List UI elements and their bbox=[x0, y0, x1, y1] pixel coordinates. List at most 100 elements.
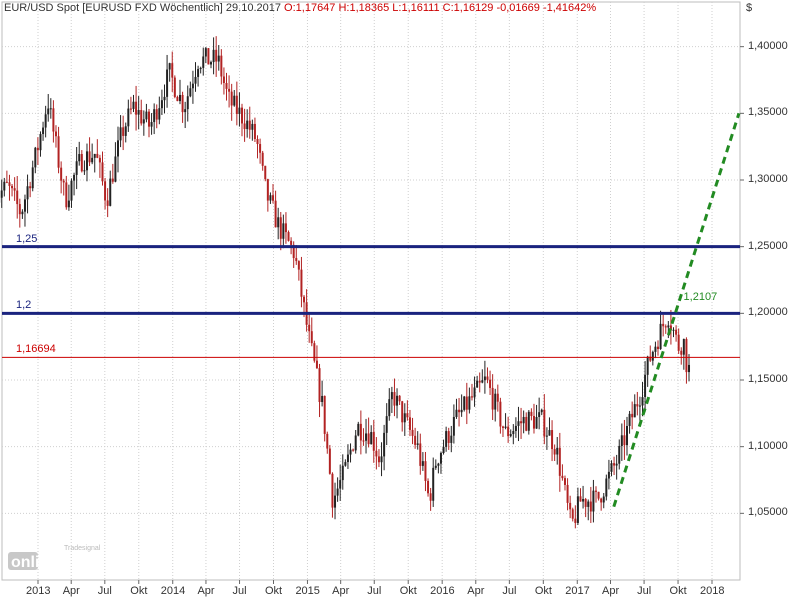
candle-body bbox=[592, 490, 595, 512]
candle-body bbox=[390, 392, 393, 400]
candle-body bbox=[171, 63, 174, 78]
candle-body bbox=[569, 502, 572, 510]
candle-body bbox=[494, 393, 497, 410]
candle-body bbox=[49, 108, 52, 110]
candle-body bbox=[272, 195, 275, 201]
plot-border bbox=[1, 1, 741, 581]
candle-body bbox=[638, 405, 641, 407]
candle-body bbox=[437, 463, 440, 466]
candle-body bbox=[398, 395, 401, 402]
candle-body bbox=[463, 396, 466, 410]
candle-body bbox=[264, 165, 267, 180]
candle-body bbox=[680, 350, 683, 355]
candle-body bbox=[124, 126, 127, 136]
y-tick-label: 1,15000 bbox=[748, 373, 788, 385]
candle-body bbox=[385, 416, 388, 433]
hline-label: 1,25 bbox=[16, 232, 38, 245]
candle-body bbox=[65, 182, 68, 208]
candle-body bbox=[439, 452, 442, 464]
candle-body bbox=[98, 157, 101, 163]
candle-body bbox=[584, 498, 587, 507]
candle-body bbox=[16, 190, 19, 205]
x-tick-label: Jul bbox=[637, 585, 652, 597]
candle-body bbox=[561, 475, 564, 479]
y-tick-label: 1,05000 bbox=[748, 506, 788, 519]
candle-body bbox=[215, 49, 218, 62]
candle-body bbox=[636, 404, 639, 407]
x-tick-label: Jul bbox=[97, 585, 112, 597]
candle-body bbox=[235, 95, 238, 114]
candle-body bbox=[388, 399, 391, 417]
y-tick-label: 1,20000 bbox=[748, 306, 788, 319]
x-tick-label: 2016 bbox=[430, 585, 455, 597]
candle-body bbox=[220, 55, 223, 77]
candle-body bbox=[217, 55, 220, 62]
candle-body bbox=[336, 488, 339, 496]
candle-body bbox=[468, 396, 471, 410]
candle-body bbox=[346, 454, 349, 463]
y-tick-label: 1,10000 bbox=[748, 439, 788, 452]
candle-body bbox=[613, 463, 616, 466]
candle-body bbox=[54, 131, 57, 137]
candle-body bbox=[367, 433, 370, 445]
candle-body bbox=[447, 431, 450, 443]
candle-body bbox=[122, 127, 125, 136]
candle-body bbox=[499, 401, 502, 427]
candle-body bbox=[427, 480, 430, 494]
candle-body bbox=[57, 136, 60, 168]
candle-body bbox=[73, 174, 76, 181]
candle-body bbox=[173, 77, 176, 97]
candle-body bbox=[181, 94, 184, 113]
candle-body bbox=[419, 443, 422, 466]
period-label: Wöchentlich] bbox=[159, 2, 223, 14]
candle-body bbox=[372, 432, 375, 451]
candle-body bbox=[535, 417, 538, 429]
hline-label: 1,2 bbox=[16, 299, 32, 312]
x-tick-label: 2018 bbox=[700, 585, 725, 597]
trend-line bbox=[612, 112, 741, 508]
candle-body bbox=[465, 396, 468, 410]
candle-body bbox=[646, 356, 649, 375]
candle-body bbox=[116, 140, 119, 157]
candle-body bbox=[359, 423, 362, 441]
candle-body bbox=[60, 167, 63, 181]
candle-body bbox=[478, 380, 481, 383]
candle-body bbox=[158, 108, 161, 120]
candle-body bbox=[370, 432, 373, 445]
candle-body bbox=[197, 69, 200, 77]
candle-body bbox=[0, 190, 3, 198]
y-tick-label: 1,30000 bbox=[748, 173, 788, 185]
chart-title: EUR/USD Spot [EURUSD FXD Wöchentlich] 29… bbox=[4, 2, 596, 14]
candle-body bbox=[279, 217, 282, 239]
x-tick-label: 2013 bbox=[26, 585, 51, 597]
candle-body bbox=[308, 324, 311, 332]
candle-body bbox=[140, 110, 143, 124]
candle-body bbox=[21, 211, 24, 215]
y-tick-label: 1,35000 bbox=[748, 106, 788, 119]
candle-body bbox=[67, 200, 70, 208]
candle-body bbox=[514, 425, 517, 431]
candle-body bbox=[558, 447, 561, 476]
candle-body bbox=[323, 395, 326, 434]
candle-body bbox=[176, 96, 179, 102]
candle-body bbox=[662, 323, 665, 327]
candle-body bbox=[641, 397, 644, 406]
x-tick-label: Apr bbox=[62, 585, 80, 597]
candle-body bbox=[168, 63, 171, 70]
candle-body bbox=[106, 200, 109, 206]
candle-body bbox=[34, 147, 37, 168]
candle-body bbox=[628, 413, 631, 426]
candle-body bbox=[238, 107, 241, 114]
candle-body bbox=[127, 108, 130, 127]
candle-body bbox=[256, 139, 259, 145]
candle-body bbox=[357, 423, 360, 436]
candle-body bbox=[150, 122, 153, 127]
candle-body bbox=[331, 473, 334, 508]
candle-body bbox=[522, 416, 525, 424]
candle-body bbox=[540, 409, 543, 413]
currency-label: $ bbox=[746, 2, 753, 14]
candle-body bbox=[576, 496, 579, 523]
candle-body bbox=[607, 471, 610, 479]
candle-body bbox=[380, 456, 383, 463]
